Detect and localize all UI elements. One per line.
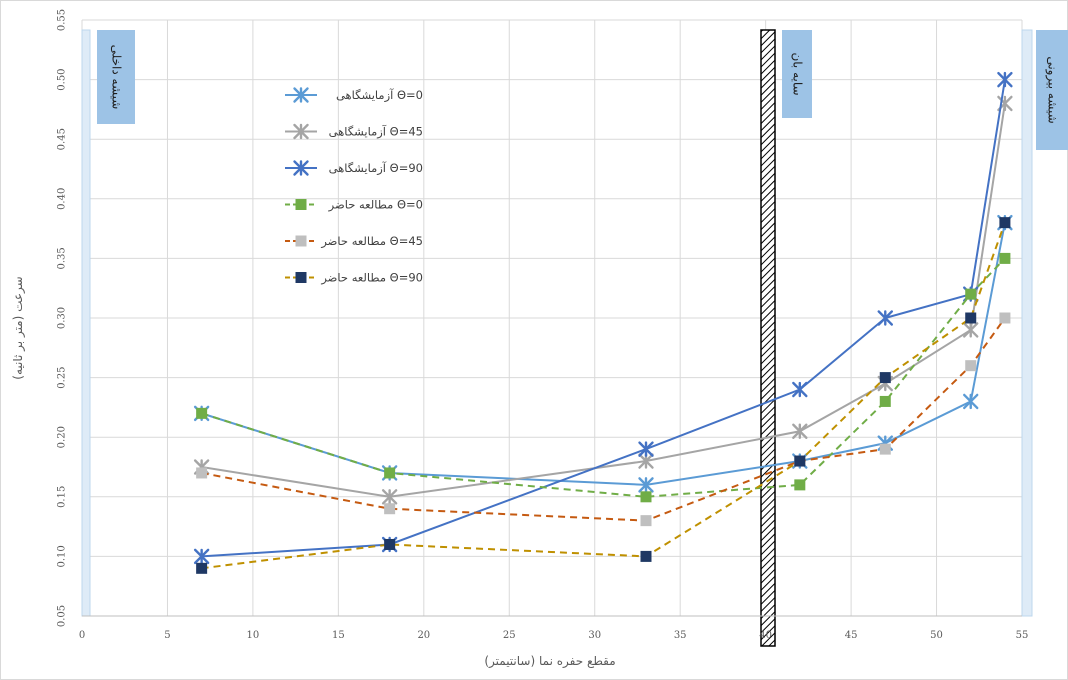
data-point [792, 423, 808, 439]
legend-marker [293, 160, 309, 176]
legend-marker [293, 123, 309, 140]
data-point [640, 491, 652, 503]
legend-item: مطالعه حاضر Θ=0 [285, 198, 423, 213]
data-point [794, 455, 806, 467]
x-tick-label: 5 [164, 630, 170, 641]
x-tick-label: 45 [845, 630, 858, 641]
y-tick-label: 0.50 [57, 68, 68, 90]
y-tick-label: 0.20 [57, 426, 68, 448]
data-point [638, 441, 654, 457]
data-point [196, 467, 208, 479]
y-tick-label: 0.15 [57, 486, 68, 508]
outer-glass-label-box [1036, 30, 1068, 150]
y-tick-label: 0.25 [57, 366, 68, 388]
y-tick-label: 0.05 [57, 605, 68, 627]
x-tick-label: 0 [79, 630, 85, 641]
data-point [792, 381, 808, 398]
series-5 [196, 217, 1011, 574]
legend-label: آزمایشگاهی Θ=45 [329, 125, 423, 140]
y-tick-label: 0.30 [57, 307, 68, 329]
outer-glass-label: شیشه بیرونی [1045, 56, 1060, 123]
legend-label: مطالعه حاضر Θ=45 [320, 234, 423, 249]
x-tick-label: 10 [247, 630, 260, 641]
data-point [965, 312, 977, 324]
data-point [384, 467, 396, 479]
legend-label: مطالعه حاضر Θ=90 [320, 271, 423, 286]
data-point [965, 360, 977, 372]
outer-glass-bar [1021, 29, 1033, 617]
legend-item: آزمایشگاهی Θ=90 [285, 160, 423, 176]
legend-label: آزمایشگاهی Θ=0 [336, 88, 423, 103]
x-tick-label: 20 [417, 630, 430, 641]
inner-glass-bar [81, 29, 91, 617]
legend-label: آزمایشگاهی Θ=90 [329, 161, 423, 176]
x-tick-label: 50 [930, 630, 943, 641]
data-point [879, 372, 891, 384]
legend-item: مطالعه حاضر Θ=45 [285, 234, 423, 249]
data-point [193, 548, 210, 565]
legend-marker [295, 235, 307, 247]
y-tick-label: 0.40 [57, 188, 68, 210]
data-point [384, 538, 396, 550]
legend: آزمایشگاهی Θ=0 آزمایشگاهی Θ=45 آزمایشگاهی … [285, 87, 423, 286]
series-3 [196, 252, 1011, 503]
data-point [997, 71, 1013, 88]
data-point [963, 322, 979, 338]
x-tick-label: 55 [1016, 630, 1029, 641]
shade-label: سایه بان [791, 52, 805, 95]
data-point [196, 562, 208, 574]
inner-glass-label: شیشه داخلی [110, 45, 124, 110]
data-point [877, 310, 893, 326]
y-tick-label: 0.10 [57, 545, 68, 567]
data-point [196, 407, 208, 419]
x-tick-label: 15 [332, 630, 345, 641]
data-point [999, 217, 1011, 229]
data-point [640, 515, 652, 527]
data-point [879, 395, 891, 407]
legend-marker [293, 87, 309, 103]
data-point [381, 489, 398, 505]
data-point [999, 312, 1011, 324]
data-point [384, 503, 396, 515]
x-axis-title: مقطع حفره نما (سانتیمتر) [484, 654, 615, 669]
data-point [965, 288, 977, 300]
legend-item: آزمایشگاهی Θ=0 [285, 87, 423, 103]
y-tick-label: 0.55 [57, 9, 68, 31]
inner-glass-label-box [97, 30, 135, 124]
y-axis-title: سرعت (متر بر ثانیه) [11, 276, 26, 379]
shade-label-box [782, 30, 812, 118]
x-tick-label: 35 [674, 630, 687, 641]
y-tick-label: 0.35 [57, 247, 68, 269]
data-point [963, 393, 979, 410]
x-tick-label: 25 [503, 630, 516, 641]
data-point [999, 252, 1011, 264]
data-point [879, 443, 891, 455]
data-point [640, 550, 652, 562]
data-point [638, 477, 654, 493]
x-tick-label: 30 [588, 630, 601, 641]
y-tick-label: 0.45 [57, 128, 68, 150]
legend-item: مطالعه حاضر Θ=90 [285, 271, 423, 286]
axes: 0 5 10 15 20 25 30 35 40 45 50 55 0.05 0.10 0.15 0.20 0.… [57, 9, 1029, 641]
legend-label: مطالعه حاضر Θ=0 [328, 198, 423, 213]
data-point [794, 479, 806, 491]
series-layer [193, 71, 1013, 574]
legend-item: آزمایشگاهی Θ=45 [285, 123, 423, 140]
shade-bar [760, 29, 776, 647]
legend-marker [295, 199, 307, 210]
x-tick-label: 40 [759, 630, 772, 641]
legend-marker [295, 272, 307, 283]
